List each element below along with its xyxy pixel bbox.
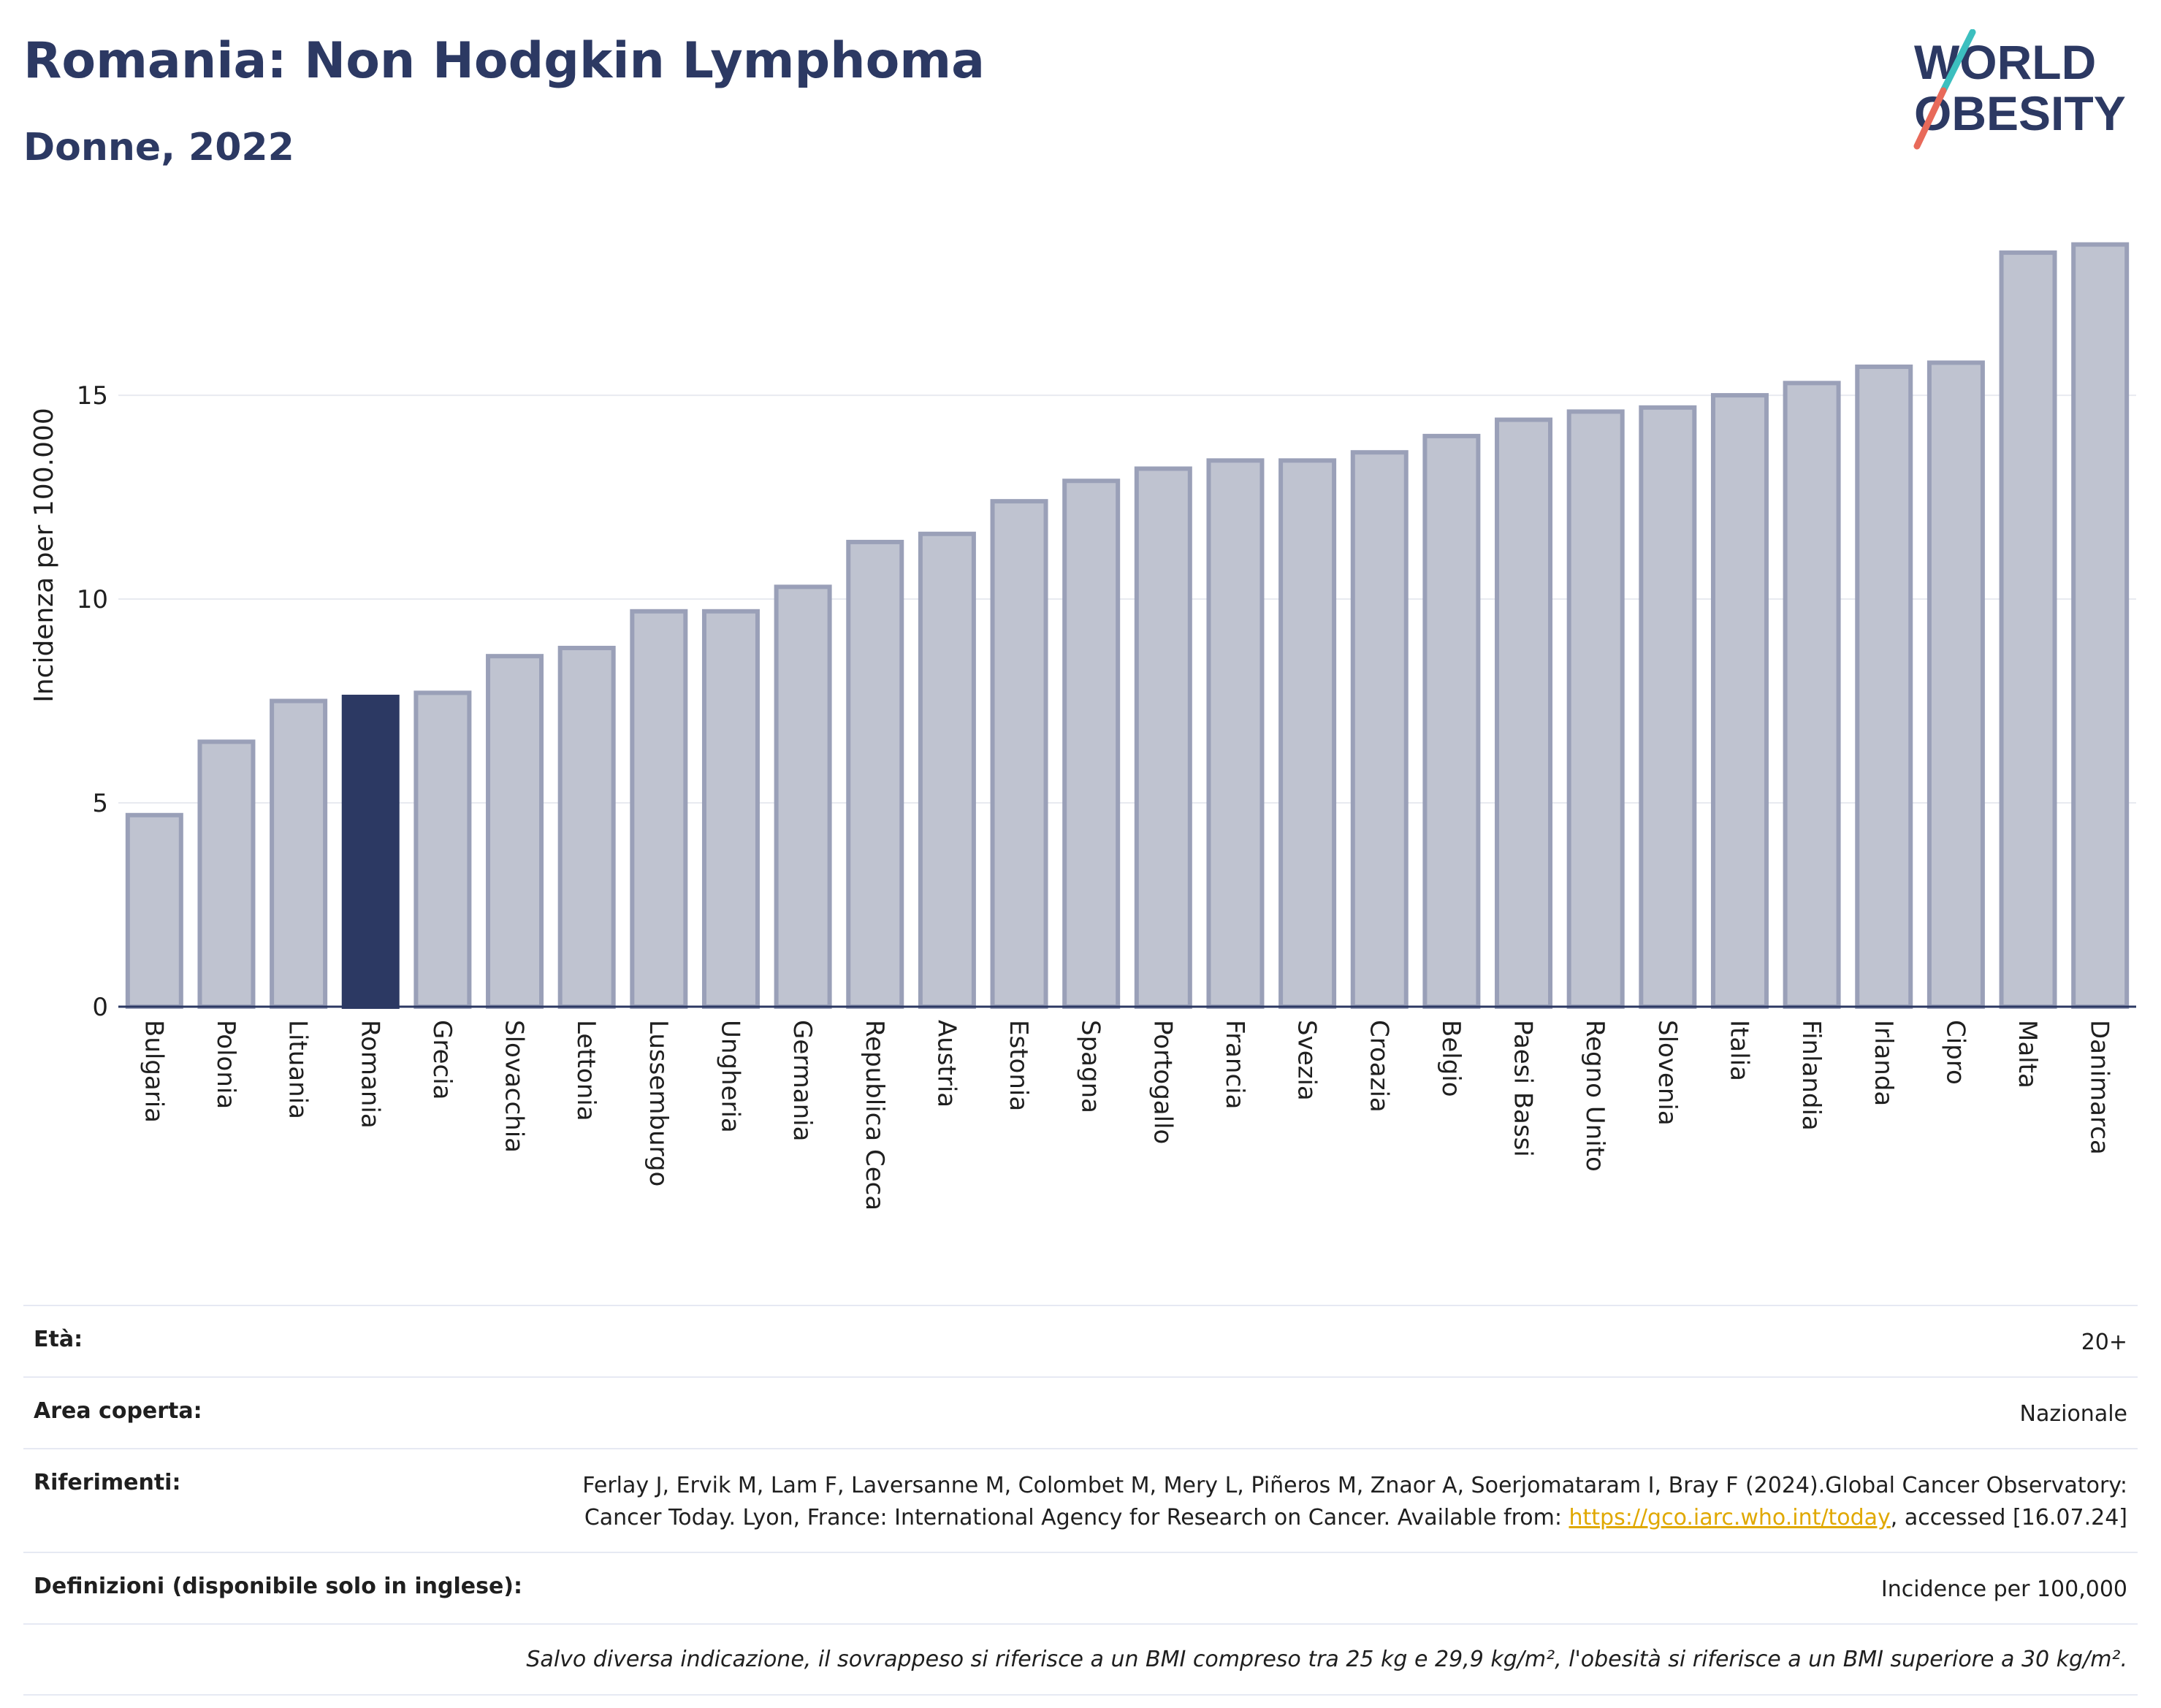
- refs-link[interactable]: https://gco.iarc.who.int/today: [1569, 1505, 1891, 1530]
- refs-label: Riferimenti:: [34, 1470, 181, 1495]
- x-tick-label: Danimarca: [2085, 1020, 2114, 1155]
- refs-value: Ferlay J, Ervik M, Lam F, Laversanne M, …: [520, 1470, 2127, 1534]
- x-axis: Bulgaria Polonia Lituania Romania Grecia Slov…: [118, 1005, 2136, 1211]
- logo-slash-teal: [1940, 29, 1976, 94]
- age-value: 20+: [2081, 1330, 2127, 1355]
- x-tick-label: Slovacchia: [500, 1020, 529, 1153]
- bar-spagna: [1062, 479, 1121, 1009]
- bar-germania: [774, 584, 832, 1009]
- logo-line1: WORLD: [1914, 35, 2096, 89]
- x-tick-label: Romania: [355, 1020, 384, 1129]
- x-tick-label: Germania: [788, 1020, 817, 1141]
- refs-text-2: , accessed [16.07.24]: [1890, 1505, 2127, 1530]
- y-tick-label: 0: [92, 993, 108, 1022]
- world-obesity-logo: WORLD OBESITY: [1913, 29, 2126, 150]
- defs-label: Definizioni (disponibile solo in inglese…: [34, 1574, 522, 1599]
- area-label: Area coperta:: [34, 1398, 202, 1424]
- bar-grecia: [413, 690, 472, 1010]
- x-tick-label: Lituania: [283, 1020, 313, 1119]
- bar-belgio: [1422, 433, 1481, 1010]
- bar-svezia: [1278, 458, 1337, 1010]
- x-tick-label: Irlanda: [1869, 1020, 1898, 1106]
- defs-value: Incidence per 100,000: [1880, 1577, 2127, 1602]
- bar-portogallo: [1134, 466, 1192, 1009]
- page-title: Romania: Non Hodgkin Lymphoma: [23, 32, 986, 90]
- bar-cipro: [1926, 360, 1985, 1009]
- info-table: Età: 20+ Area coperta: Nazionale Riferim…: [23, 1305, 2138, 1696]
- footnote: Salvo diversa indicazione, il sovrappeso…: [23, 1623, 2138, 1696]
- info-row-age: Età: 20+: [23, 1305, 2138, 1376]
- refs-text-1: Ferlay J, Ervik M, Lam F, Laversanne M, …: [582, 1473, 2127, 1530]
- bar-malta: [1999, 250, 2057, 1009]
- bar-irlanda: [1855, 365, 1913, 1009]
- logo-slash-coral: [1913, 87, 1947, 150]
- x-tick-label: Lettonia: [571, 1020, 601, 1121]
- bar-ungheria: [701, 609, 760, 1009]
- x-tick-label: Republica Ceca: [860, 1020, 889, 1211]
- bar-slovacchia: [486, 654, 544, 1010]
- bar-romania: [341, 694, 400, 1009]
- x-tick-label: Croazia: [1364, 1020, 1393, 1113]
- bar-regno-unito: [1566, 409, 1625, 1009]
- bar-lussemburgo: [630, 609, 688, 1009]
- x-tick-label: Svezia: [1292, 1020, 1322, 1101]
- bar-chart: 0 5 10 15 Bulgaria Polonia Lituania Romania Gre…: [29, 242, 2136, 1211]
- x-tick-label: Malta: [2013, 1020, 2042, 1089]
- x-tick-label: Estonia: [1004, 1020, 1033, 1111]
- x-tick-label: Cipro: [1940, 1020, 1970, 1085]
- info-row-definitions: Definizioni (disponibile solo in inglese…: [23, 1552, 2138, 1623]
- y-tick-label: 10: [77, 585, 108, 614]
- y-tick-label: 5: [92, 789, 108, 818]
- x-tick-label: Portogallo: [1148, 1020, 1177, 1144]
- bar-slovenia: [1639, 405, 1697, 1010]
- bar-finlandia: [1783, 381, 1841, 1010]
- info-row-references: Riferimenti: Ferlay J, Ervik M, Lam F, L…: [23, 1448, 2138, 1552]
- y-axis: 0 5 10 15: [77, 381, 108, 1022]
- bar-paesi-bassi: [1495, 417, 1553, 1009]
- x-tick-label: Ungheria: [715, 1020, 744, 1133]
- x-tick-label: Francia: [1220, 1020, 1249, 1109]
- x-tick-label: Lussemburgo: [644, 1020, 673, 1186]
- bar-republica-ceca: [846, 539, 904, 1009]
- x-tick-label: Grecia: [427, 1020, 457, 1099]
- x-tick-label: Paesi Bassi: [1509, 1020, 1538, 1157]
- bar-bulgaria: [125, 812, 183, 1009]
- bar-croazia: [1350, 450, 1409, 1009]
- page-subtitle: Donne, 2022: [23, 126, 294, 169]
- bar-danimarca: [2071, 242, 2130, 1010]
- bar-polonia: [197, 739, 256, 1009]
- bar-italia: [1710, 393, 1769, 1010]
- bar-lituania: [270, 698, 328, 1009]
- bars-layer: [125, 242, 2130, 1010]
- x-tick-label: Austria: [931, 1020, 961, 1107]
- x-tick-label: Spagna: [1076, 1020, 1105, 1113]
- bar-austria: [918, 531, 976, 1009]
- logo-line2: OBESITY: [1914, 86, 2126, 140]
- x-tick-label: Regno Unito: [1580, 1020, 1609, 1172]
- x-tick-label: Italia: [1724, 1020, 1753, 1081]
- x-tick-label: Polonia: [211, 1020, 240, 1109]
- x-tick-label: Slovenia: [1653, 1020, 1682, 1126]
- area-value: Nazionale: [2019, 1401, 2127, 1427]
- y-tick-label: 15: [77, 381, 108, 411]
- bar-francia: [1206, 458, 1265, 1010]
- info-row-area: Area coperta: Nazionale: [23, 1376, 2138, 1448]
- y-axis-label: Incidenza per 100.000: [29, 408, 59, 703]
- age-label: Età:: [34, 1327, 83, 1352]
- bar-lettonia: [557, 646, 616, 1009]
- x-tick-label: Finlandia: [1796, 1020, 1826, 1131]
- bar-estonia: [990, 499, 1048, 1009]
- x-tick-label: Belgio: [1436, 1020, 1466, 1097]
- x-tick-label: Bulgaria: [139, 1020, 168, 1123]
